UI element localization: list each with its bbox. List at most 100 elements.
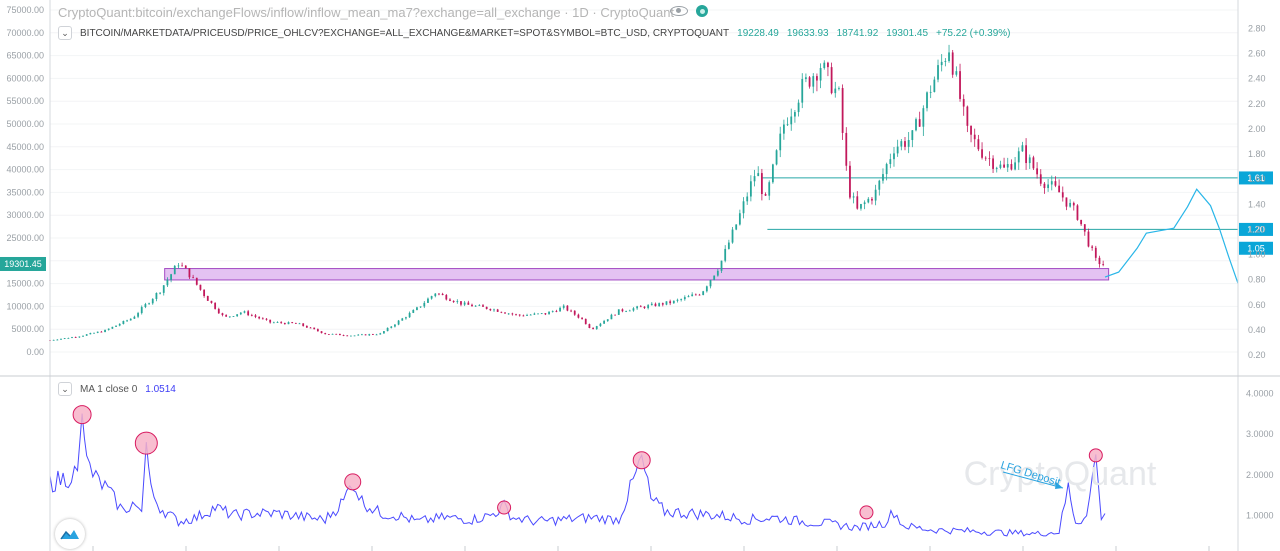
candle-body: [805, 77, 807, 80]
candle-body: [562, 305, 565, 308]
candle-body: [896, 146, 899, 154]
peak-marker: [497, 500, 512, 515]
candle-body: [225, 315, 228, 317]
candle-body: [713, 275, 716, 280]
candle-body: [133, 316, 136, 319]
candle-body: [294, 323, 297, 324]
candle-body: [1017, 151, 1020, 163]
candle-body: [1076, 205, 1079, 220]
cryptoquant-logo-icon[interactable]: [55, 519, 85, 549]
candle-body: [206, 296, 209, 301]
candle-body: [482, 305, 484, 307]
inflow-ma-line: [49, 413, 1106, 537]
right-axis-tick: 1.60: [1248, 174, 1266, 184]
candle-body: [324, 333, 327, 335]
projection-line: [1104, 188, 1239, 284]
candle-body: [771, 164, 774, 183]
candle-body: [1025, 145, 1027, 164]
candle-body: [808, 77, 811, 87]
candle-body: [698, 294, 701, 296]
candle-body: [430, 296, 433, 299]
candle-body: [104, 329, 106, 333]
candle-body: [1036, 168, 1038, 175]
candle-body: [272, 322, 275, 324]
candle-body: [195, 277, 198, 285]
candle-body: [493, 309, 495, 311]
candle-body: [1028, 157, 1031, 164]
candle-body: [1003, 164, 1005, 168]
candle-body: [170, 274, 172, 280]
price-change: +75.22 (+0.39%): [936, 27, 1011, 39]
candle-body: [632, 308, 635, 311]
level-badge: [1239, 241, 1273, 255]
candle-body: [316, 329, 319, 332]
price-open: 19228.49: [737, 27, 779, 39]
candle-body: [335, 333, 338, 335]
candle-body: [243, 311, 246, 313]
candle-body: [647, 305, 650, 309]
candle-body: [915, 119, 917, 131]
candle-body: [573, 310, 576, 315]
eye-icon[interactable]: [670, 6, 688, 16]
candle-body: [394, 324, 396, 327]
candle-body: [449, 299, 451, 301]
candle-body: [155, 292, 158, 299]
candle-body: [702, 291, 705, 295]
level-label: 1.05: [1247, 243, 1265, 253]
candle-body: [691, 294, 694, 297]
candle-body: [885, 164, 888, 175]
candle-body: [790, 116, 793, 125]
candle-body: [210, 300, 213, 303]
candle-body: [1010, 164, 1013, 170]
support-zone-rect: [164, 268, 1110, 281]
left-axis-tick: 50000.00: [6, 119, 44, 129]
candle-body: [533, 313, 536, 315]
candle-body: [338, 333, 341, 336]
candle-body: [181, 265, 184, 267]
candle-body: [129, 318, 132, 321]
candle-body: [78, 336, 81, 338]
candle-body: [405, 317, 407, 319]
right-axis-tick: 2.20: [1248, 99, 1266, 109]
candle-body: [478, 305, 481, 307]
candle-body: [474, 305, 477, 307]
chevron-down-icon[interactable]: ⌄: [58, 26, 72, 40]
candle-body: [724, 248, 727, 261]
candle-body: [738, 213, 741, 225]
candle-body: [320, 331, 323, 334]
candle-body: [291, 322, 294, 324]
candle-body: [265, 318, 268, 320]
candle-body: [584, 318, 587, 325]
candle-body: [471, 304, 473, 307]
left-axis-tick: 60000.00: [6, 73, 44, 83]
candle-body: [911, 130, 914, 141]
live-status-icon: [696, 5, 708, 17]
left-axis-tick: 25000.00: [6, 233, 44, 243]
candle-body: [1043, 183, 1046, 189]
candle-body: [782, 124, 785, 134]
candle-body: [592, 328, 594, 329]
candle-body: [1072, 202, 1075, 206]
right-axis-tick: 2.40: [1248, 74, 1266, 84]
candle-body: [654, 303, 657, 307]
left-axis-tick: 55000.00: [6, 96, 44, 106]
candle-body: [526, 315, 528, 316]
candle-body: [794, 112, 796, 117]
inflow-axis-tick: 2.0000: [1246, 470, 1274, 480]
candle-body: [423, 302, 426, 307]
left-axis-tick: 10000.00: [6, 301, 44, 311]
candle-body: [801, 79, 804, 103]
peak-marker: [632, 451, 651, 470]
candle-body: [96, 331, 99, 333]
chevron-down-icon[interactable]: ⌄: [58, 382, 72, 396]
candle-body: [716, 270, 719, 276]
candle-body: [416, 307, 418, 310]
candle-body: [669, 301, 672, 304]
candle-body: [188, 268, 191, 278]
candle-body: [56, 339, 59, 341]
price-symbol: BITCOIN/MARKETDATA/PRICEUSD/PRICE_OHLCV?…: [80, 27, 730, 39]
candle-body: [874, 189, 877, 201]
candle-body: [694, 294, 697, 296]
candle-body: [727, 242, 730, 249]
